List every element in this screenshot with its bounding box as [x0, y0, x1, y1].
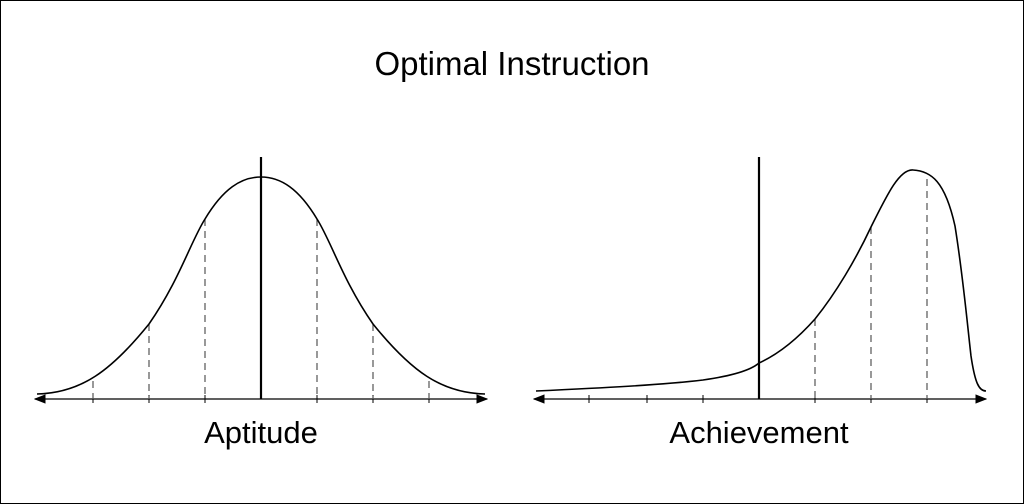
aptitude-curve: [36, 176, 486, 395]
aptitude-panel: Aptitude: [33, 157, 489, 450]
achievement-panel: Achievement: [532, 157, 988, 450]
achievement-label: Achievement: [669, 415, 849, 450]
achievement-curve: [535, 169, 987, 392]
diagram-title: Optimal Instruction: [374, 45, 649, 82]
aptitude-label: Aptitude: [204, 415, 318, 450]
